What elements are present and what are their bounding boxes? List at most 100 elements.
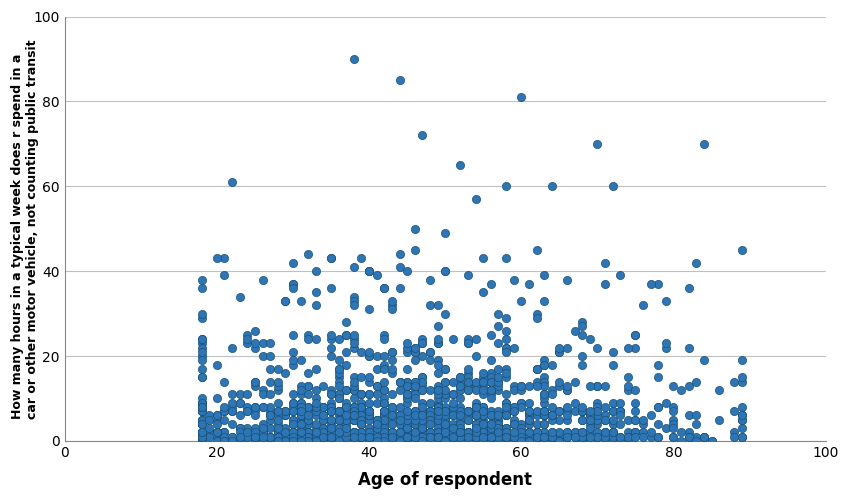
Point (264, 432, 277, 440)
Point (347, 432, 360, 440)
Point (362, 267, 376, 275)
Point (264, 365, 277, 373)
Point (248, 378, 262, 386)
Point (302, 420, 315, 428)
Point (491, 378, 505, 386)
Point (385, 416, 399, 424)
Point (568, 378, 581, 386)
Point (545, 437, 558, 445)
Point (735, 246, 749, 254)
Point (332, 374, 345, 382)
Point (484, 424, 497, 432)
Point (195, 314, 208, 322)
Point (499, 326, 513, 334)
Point (377, 335, 391, 343)
Point (643, 280, 657, 288)
Point (537, 420, 551, 428)
Point (248, 344, 262, 351)
Point (507, 407, 520, 415)
Point (377, 412, 391, 420)
Point (462, 407, 475, 415)
Point (530, 432, 543, 440)
Point (370, 390, 383, 398)
Point (545, 390, 558, 398)
Point (279, 297, 292, 305)
Point (439, 432, 452, 440)
Point (195, 428, 208, 436)
Point (370, 428, 383, 436)
Point (469, 352, 483, 360)
Point (514, 437, 528, 445)
Point (347, 412, 360, 420)
Point (575, 432, 589, 440)
Point (499, 403, 513, 411)
Point (614, 398, 627, 406)
Point (400, 382, 414, 390)
Point (454, 386, 468, 394)
Point (264, 416, 277, 424)
Point (302, 432, 315, 440)
Point (309, 437, 323, 445)
Point (354, 432, 368, 440)
Point (385, 420, 399, 428)
Point (507, 432, 520, 440)
Point (439, 412, 452, 420)
Point (431, 403, 445, 411)
Point (431, 403, 445, 411)
Point (477, 412, 490, 420)
Point (507, 407, 520, 415)
Point (393, 76, 406, 84)
Point (195, 420, 208, 428)
Point (697, 432, 711, 440)
Point (477, 432, 490, 440)
Point (324, 428, 337, 436)
Point (629, 398, 643, 406)
Point (354, 407, 368, 415)
Point (552, 348, 566, 356)
Point (507, 432, 520, 440)
Point (332, 378, 345, 386)
Point (324, 416, 337, 424)
Point (309, 437, 323, 445)
Point (393, 378, 406, 386)
Point (195, 416, 208, 424)
Point (393, 428, 406, 436)
Point (522, 428, 536, 436)
Point (621, 344, 635, 351)
Point (507, 386, 520, 394)
Point (446, 407, 460, 415)
Point (347, 432, 360, 440)
Point (454, 432, 468, 440)
Point (354, 432, 368, 440)
Point (339, 348, 353, 356)
Point (416, 416, 429, 424)
Point (317, 428, 331, 436)
Point (271, 378, 285, 386)
Point (431, 437, 445, 445)
Point (339, 437, 353, 445)
Point (347, 263, 360, 271)
Point (271, 407, 285, 415)
Point (195, 398, 208, 406)
Point (477, 386, 490, 394)
Point (423, 437, 437, 445)
Point (416, 374, 429, 382)
Point (583, 432, 597, 440)
Point (370, 382, 383, 390)
Point (332, 407, 345, 415)
Point (522, 382, 536, 390)
Point (339, 428, 353, 436)
Point (377, 428, 391, 436)
Point (629, 331, 643, 339)
Point (332, 416, 345, 424)
Point (659, 340, 672, 347)
Point (477, 428, 490, 436)
Point (309, 428, 323, 436)
Point (362, 407, 376, 415)
Point (195, 432, 208, 440)
Point (271, 432, 285, 440)
Point (362, 348, 376, 356)
Point (499, 254, 513, 262)
Point (477, 378, 490, 386)
Point (317, 416, 331, 424)
